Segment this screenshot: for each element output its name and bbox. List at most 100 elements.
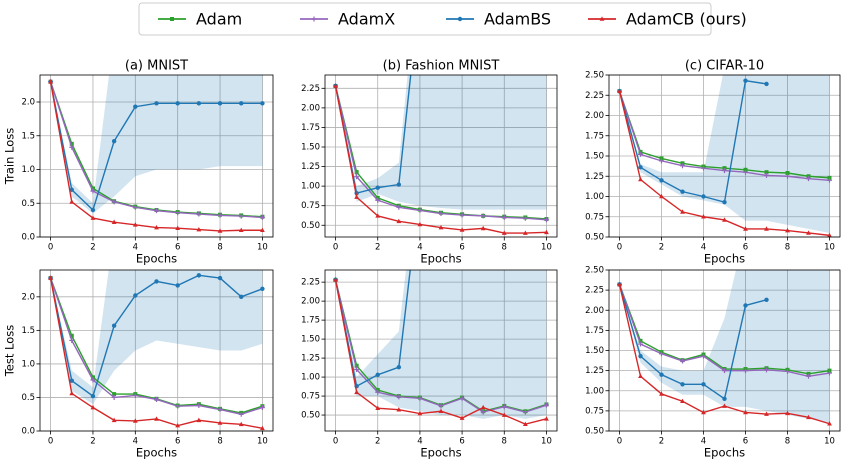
marker — [375, 389, 381, 395]
marker — [154, 208, 159, 214]
marker — [69, 390, 75, 396]
marker — [175, 283, 180, 288]
marker — [311, 16, 317, 22]
plot-area — [333, 270, 549, 426]
marker — [701, 409, 706, 415]
y-axis-label: Test Loss — [3, 325, 17, 378]
marker — [175, 101, 180, 106]
y-tick-label: 1.75 — [585, 326, 604, 336]
marker — [638, 338, 643, 343]
marker — [217, 407, 223, 413]
marker — [90, 404, 96, 410]
y-tick-label: 1.50 — [585, 152, 604, 162]
marker — [480, 213, 486, 219]
marker — [764, 411, 769, 416]
marker — [743, 226, 748, 231]
marker — [132, 204, 138, 210]
marker — [785, 171, 790, 176]
marker — [132, 418, 138, 423]
marker — [764, 172, 769, 178]
y-tick-label: 1.00 — [585, 386, 604, 396]
y-tick-label: 2.0 — [21, 98, 35, 108]
marker — [438, 408, 444, 414]
error-band — [619, 75, 830, 233]
marker — [764, 297, 769, 302]
marker — [522, 409, 528, 415]
y-tick-label: 0.0 — [21, 427, 35, 437]
marker — [638, 176, 643, 182]
marker — [175, 423, 181, 428]
x-tick-label: 2 — [90, 243, 95, 253]
marker — [90, 375, 95, 380]
marker — [239, 101, 244, 106]
marker — [459, 395, 465, 401]
marker — [217, 275, 223, 281]
marker — [354, 174, 360, 180]
x-tick-label: 8 — [502, 243, 507, 253]
x-tick-label: 0 — [617, 243, 622, 253]
marker — [701, 382, 706, 387]
y-tick-label: 1.00 — [301, 182, 320, 192]
marker — [501, 230, 507, 235]
marker — [396, 394, 402, 400]
error-band — [50, 270, 263, 405]
y-tick-label: 0.50 — [585, 233, 604, 243]
legend-label: AdamBS — [484, 10, 551, 29]
marker — [722, 368, 727, 374]
x-axis-label: Epochs — [704, 252, 745, 266]
subplot-title: (a) MNIST — [125, 59, 188, 74]
x-axis-label: Epochs — [420, 446, 461, 460]
marker — [111, 323, 117, 328]
y-tick-label: 1.5 — [21, 131, 35, 141]
marker — [659, 351, 664, 357]
y-tick-label: 1.75 — [301, 316, 320, 326]
marker — [785, 227, 790, 233]
marker — [175, 225, 181, 231]
marker — [111, 199, 117, 205]
marker — [375, 213, 381, 218]
marker — [112, 392, 117, 397]
marker — [680, 358, 685, 364]
marker — [238, 227, 244, 233]
marker — [417, 207, 423, 213]
marker — [438, 211, 444, 217]
axes-frame — [39, 74, 274, 238]
marker — [196, 417, 202, 423]
marker — [544, 229, 549, 235]
marker — [354, 194, 360, 199]
marker — [170, 17, 174, 21]
marker — [90, 377, 96, 383]
x-axis-label: Epochs — [136, 446, 177, 460]
marker — [722, 168, 727, 174]
marker — [501, 404, 507, 410]
legend-box — [138, 2, 712, 36]
x-tick-label: 10 — [257, 437, 268, 447]
marker — [238, 411, 244, 417]
axes-frame — [39, 269, 274, 432]
y-tick-label: 1.50 — [301, 335, 320, 345]
y-tick-label: 0.75 — [585, 406, 604, 416]
marker — [354, 366, 360, 372]
marker — [438, 225, 444, 230]
marker — [722, 403, 727, 408]
marker — [69, 378, 74, 383]
y-tick-label: 1.50 — [301, 143, 320, 153]
marker — [69, 187, 74, 192]
y-tick-label: 2.25 — [585, 286, 604, 296]
x-tick-label: 10 — [541, 243, 552, 253]
y-tick-label: 0.75 — [301, 201, 320, 211]
x-tick-label: 2 — [659, 243, 664, 253]
x-tick-label: 2 — [659, 437, 664, 447]
marker — [680, 189, 685, 194]
x-tick-label: 6 — [743, 437, 748, 447]
marker — [217, 228, 223, 233]
marker — [417, 221, 423, 227]
marker — [154, 101, 159, 106]
y-tick-label: 2.00 — [585, 111, 604, 121]
y-tick-label: 0.75 — [585, 212, 604, 222]
marker — [659, 193, 664, 199]
marker — [764, 170, 769, 175]
legend-label: Adam — [196, 10, 242, 29]
marker — [69, 199, 75, 204]
